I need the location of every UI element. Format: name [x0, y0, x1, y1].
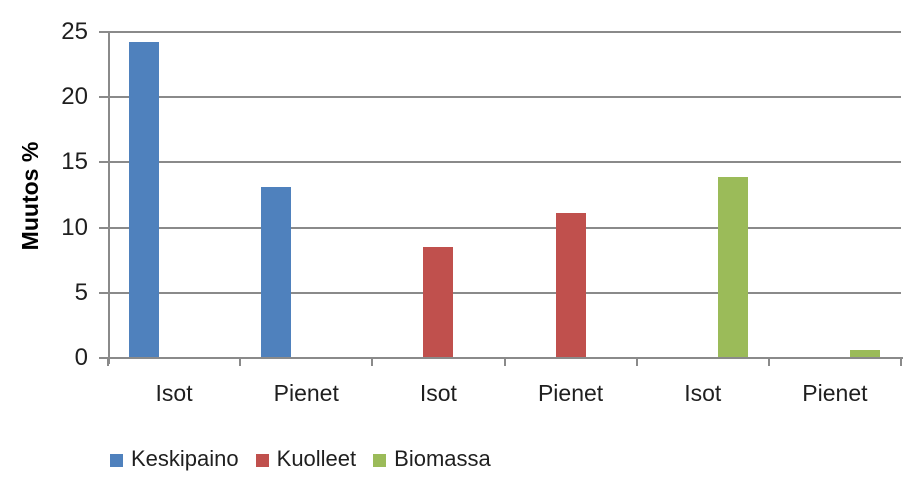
y-tick-label: 20	[61, 83, 88, 111]
gridline	[108, 31, 901, 33]
bar	[261, 187, 292, 358]
x-tick-mark	[900, 358, 902, 366]
legend-label: Biomassa	[394, 446, 491, 471]
gridline	[108, 291, 901, 294]
legend-swatch	[373, 453, 387, 467]
y-tick-mark	[99, 31, 108, 33]
legend-label: Keskipaino	[131, 446, 239, 471]
x-tick-mark	[767, 358, 770, 366]
x-tick-mark	[503, 358, 506, 366]
gridline	[108, 226, 901, 229]
y-tick-label: 25	[61, 18, 88, 45]
x-tick-mark	[107, 358, 109, 366]
x-tick-mark	[239, 358, 242, 366]
y-tick-mark	[99, 161, 108, 164]
category-label: Isot	[155, 380, 193, 406]
y-tick-mark	[99, 357, 108, 359]
legend-swatch	[110, 453, 123, 467]
gridline	[108, 161, 901, 164]
bar	[129, 42, 160, 358]
bar	[423, 247, 454, 358]
legend-swatch	[255, 453, 269, 467]
category-label: Isot	[684, 380, 722, 406]
legend-item: Biomassa	[373, 446, 491, 472]
x-axis-line	[108, 357, 903, 359]
y-tick-mark	[99, 291, 108, 294]
x-tick-mark	[371, 358, 374, 366]
y-tick-label: 5	[74, 278, 88, 306]
category-label: Pienet	[273, 380, 339, 406]
gridline	[108, 96, 901, 99]
legend-item: Keskipaino	[110, 446, 239, 472]
category-label: Pienet	[537, 380, 604, 406]
legend-item: Kuolleet	[255, 446, 357, 472]
y-tick-label: 0	[74, 344, 88, 371]
y-tick-label: 15	[61, 148, 88, 176]
y-tick-mark	[99, 96, 108, 99]
x-tick-mark	[635, 358, 638, 366]
legend: Keskipaino Kuolleet Biomassa	[110, 446, 491, 472]
category-label: Pienet	[802, 380, 868, 406]
legend-label: Kuolleet	[276, 446, 357, 471]
y-tick-mark	[99, 226, 108, 229]
bar	[555, 213, 586, 358]
bar	[849, 350, 880, 358]
bar	[717, 176, 748, 358]
category-label: Isot	[419, 380, 457, 406]
y-axis-line	[108, 32, 110, 364]
y-tick-label: 10	[61, 213, 88, 241]
